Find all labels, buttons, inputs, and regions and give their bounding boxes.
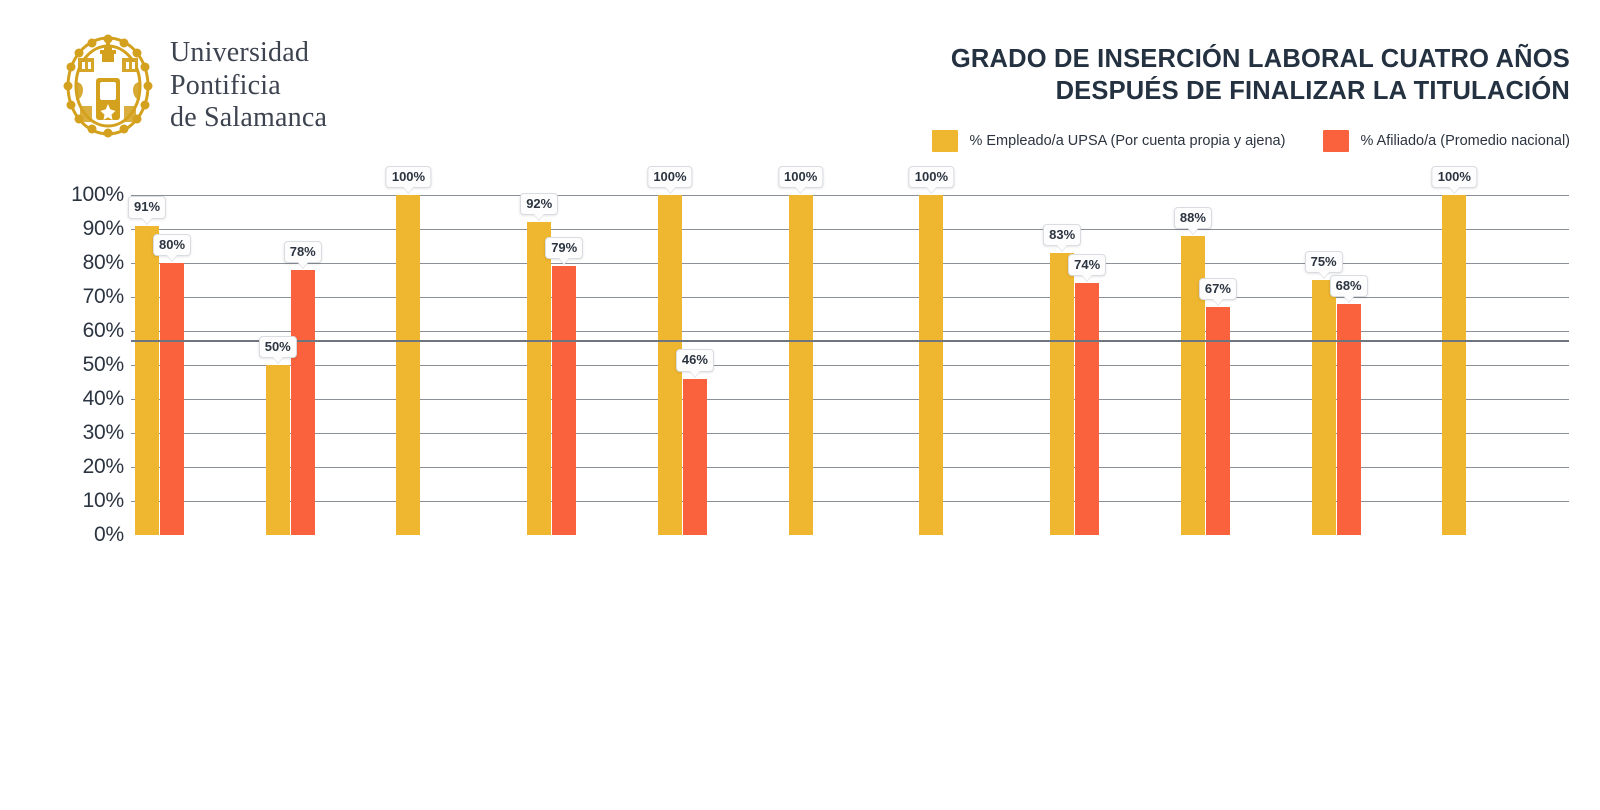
y-axis-tick: 60% bbox=[82, 319, 125, 342]
y-axis-tick: 0% bbox=[94, 523, 124, 546]
gridline bbox=[131, 229, 1569, 230]
bar-group: 50% 78% bbox=[258, 195, 393, 535]
y-axis: 100% 90% 80% 70% 60% 50% 40% 30% 20% 10% 0% bbox=[62, 183, 125, 546]
university-wordmark: Universidad Pontificia de Salamanca bbox=[170, 37, 327, 134]
value-callout-empleado: 92% bbox=[520, 192, 559, 216]
legend-swatch-orange bbox=[1323, 129, 1350, 152]
bar-group: 75% 68% bbox=[1304, 195, 1439, 535]
value-callout-empleado: 100% bbox=[647, 165, 693, 188]
y-axis-tick: 80% bbox=[82, 251, 125, 274]
y-axis-tick: 30% bbox=[82, 421, 125, 444]
gridline bbox=[131, 365, 1569, 366]
bar-group: 83% 74% bbox=[1043, 195, 1177, 535]
wordmark-line-3: de Salamanca bbox=[170, 102, 328, 134]
bar-empleado-upsa[interactable]: 100% bbox=[1431, 165, 1477, 535]
value-callout-empleado: 91% bbox=[127, 196, 167, 219]
bar-group: 100% bbox=[778, 165, 916, 535]
title-and-legend: GRADO DE INSERCIÓN LABORAL CUATRO AÑOS D… bbox=[610, 44, 1570, 152]
value-callout-empleado: 50% bbox=[258, 335, 297, 358]
value-callout-afiliado: 78% bbox=[283, 240, 322, 263]
bar-group: 92% 79% bbox=[520, 192, 654, 535]
value-callout-empleado: 100% bbox=[908, 165, 955, 188]
value-callout-afiliado: 67% bbox=[1198, 277, 1237, 301]
bar-afiliado-nacional[interactable]: 80% bbox=[152, 233, 192, 535]
chart-title: GRADO DE INSERCIÓN LABORAL CUATRO AÑOS D… bbox=[610, 44, 1570, 108]
bar-empleado-upsa[interactable]: 83% bbox=[1043, 223, 1082, 535]
y-axis-tick: 50% bbox=[82, 353, 125, 376]
bar-afiliado-nacional[interactable]: 46% bbox=[675, 349, 714, 535]
bar-group: 88% 67% bbox=[1173, 195, 1308, 535]
bar-empleado-upsa[interactable]: 88% bbox=[1173, 206, 1212, 535]
bar-empleado-upsa[interactable]: 100% bbox=[908, 165, 955, 535]
wordmark-line-2: Pontificia bbox=[170, 69, 281, 101]
value-callout-empleado: 100% bbox=[778, 165, 824, 188]
chart-title-line-2: DESPUÉS DE FINALIZAR LA TITULACIÓN bbox=[1055, 76, 1570, 105]
bar-afiliado-nacional[interactable]: 68% bbox=[1329, 274, 1368, 535]
legend-item-empleado: % Empleado/a UPSA (Por cuenta propia y a… bbox=[932, 129, 1286, 152]
gridline bbox=[131, 331, 1569, 332]
y-axis-tick: 70% bbox=[82, 285, 125, 308]
bar-afiliado-nacional[interactable]: 79% bbox=[545, 237, 584, 535]
legend-label-afiliado: % Afiliado/a (Promedio nacional) bbox=[1360, 132, 1570, 149]
gridline bbox=[131, 467, 1569, 468]
legend-item-afiliado: % Afiliado/a (Promedio nacional) bbox=[1323, 129, 1570, 152]
bar-group: 91% 80% bbox=[127, 195, 262, 535]
chart-legend: % Empleado/a UPSA (Por cuenta propia y a… bbox=[610, 129, 1570, 152]
value-callout-empleado: 83% bbox=[1043, 223, 1082, 246]
bar-empleado-upsa[interactable]: 92% bbox=[520, 192, 559, 535]
value-callout-empleado: 88% bbox=[1173, 206, 1212, 229]
bar-afiliado-nacional[interactable]: 67% bbox=[1198, 277, 1237, 535]
bar-empleado-upsa[interactable]: 100% bbox=[778, 165, 824, 535]
gridlines bbox=[131, 195, 1569, 535]
bar-empleado-upsa[interactable]: 75% bbox=[1304, 250, 1343, 535]
chart-title-line-1: GRADO DE INSERCIÓN LABORAL CUATRO AÑOS bbox=[950, 45, 1570, 73]
y-axis-tick: 40% bbox=[82, 387, 125, 410]
bar-afiliado-nacional[interactable]: 78% bbox=[283, 240, 322, 535]
wordmark-line-1: Universidad bbox=[170, 37, 310, 69]
x-axis-baseline bbox=[131, 340, 1569, 342]
bar-empleado-upsa[interactable]: 91% bbox=[127, 196, 167, 535]
gridline bbox=[131, 297, 1569, 298]
bar-group: 100% bbox=[908, 165, 1046, 535]
chart-header: Universidad Pontificia de Salamanca GRAD… bbox=[0, 0, 1600, 170]
bar-afiliado-nacional[interactable]: 74% bbox=[1068, 254, 1107, 535]
gridline bbox=[131, 263, 1569, 264]
university-logo: Universidad Pontificia de Salamanca bbox=[62, 32, 327, 140]
chart-plot-area: 100% 90% 80% 70% 60% 50% 40% 30% 20% 10% 0% 91% 80%… bbox=[0, 165, 1600, 565]
gridline bbox=[131, 399, 1569, 400]
value-callout-empleado: 100% bbox=[385, 165, 432, 188]
legend-label-empleado: % Empleado/a UPSA (Por cuenta propia y a… bbox=[969, 132, 1286, 149]
y-axis-tick: 20% bbox=[82, 455, 125, 478]
bar-empleado-upsa[interactable]: 100% bbox=[385, 165, 432, 535]
value-callout-empleado: 100% bbox=[1431, 165, 1477, 188]
gridline bbox=[131, 501, 1569, 502]
value-callout-afiliado: 74% bbox=[1068, 254, 1107, 277]
value-callout-afiliado: 46% bbox=[675, 349, 714, 372]
y-axis-tick: 90% bbox=[82, 217, 125, 240]
y-axis-tick: 100% bbox=[71, 183, 124, 206]
bar-groups: 91% 80% 50% 78% 100% 92% 79% 100% 46% 100% 100% 83%… bbox=[127, 165, 1569, 535]
value-callout-afiliado: 80% bbox=[152, 233, 192, 256]
gridline bbox=[131, 433, 1569, 434]
bar-group: 100% bbox=[1431, 165, 1569, 535]
value-callout-afiliado: 79% bbox=[545, 237, 584, 260]
bar-group: 100% 46% bbox=[647, 165, 785, 535]
bar-empleado-upsa[interactable]: 50% bbox=[258, 335, 297, 535]
bar-empleado-upsa[interactable]: 100% bbox=[647, 165, 693, 535]
y-axis-tick: 10% bbox=[82, 489, 125, 512]
bar-group: 100% bbox=[385, 165, 523, 535]
gridline bbox=[131, 195, 1569, 196]
value-callout-afiliado: 68% bbox=[1329, 274, 1368, 297]
upsa-seal-icon bbox=[63, 34, 153, 138]
value-callout-empleado: 75% bbox=[1304, 250, 1343, 273]
legend-swatch-gold bbox=[932, 129, 959, 152]
x-axis-labels bbox=[131, 567, 1569, 807]
